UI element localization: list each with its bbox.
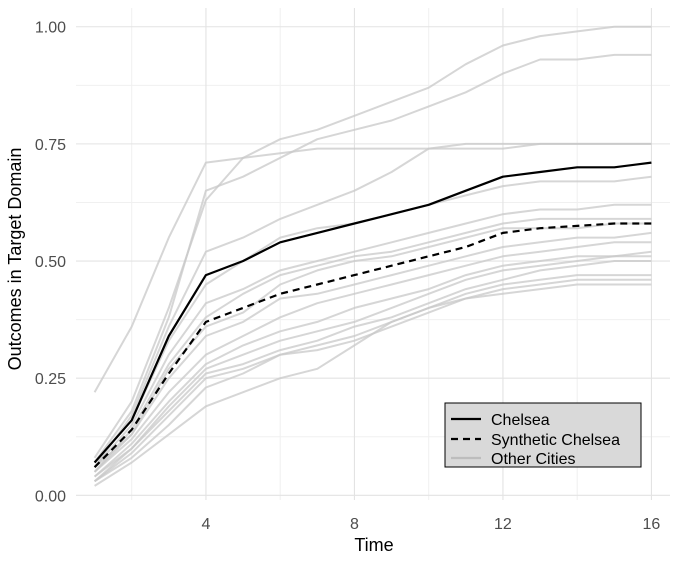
- legend: Chelsea Synthetic Chelsea Other Cities: [444, 402, 642, 468]
- chelsea-line: [93, 161, 652, 464]
- other-city-line: [93, 274, 652, 483]
- major-gridlines: [76, 8, 670, 500]
- other-city-line: [93, 217, 652, 473]
- other-city-line: [93, 241, 652, 473]
- x-tick-label: 16: [643, 516, 661, 533]
- x-tick-label: 12: [494, 516, 512, 533]
- legend-box: [444, 402, 642, 468]
- y-tick-label: 0.25: [35, 371, 66, 388]
- minor-gridlines: [76, 8, 670, 500]
- legend-label-other-cities: Other Cities: [491, 451, 575, 468]
- other-city-line: [93, 260, 652, 483]
- y-axis-ticks: 0.00 0.25 0.50 0.75 1.00: [35, 20, 66, 506]
- y-tick-label: 0.50: [35, 254, 66, 271]
- other-city-line: [93, 222, 652, 473]
- other-city-line: [93, 231, 652, 468]
- other-city-line: [93, 53, 652, 464]
- other-cities-lines: [93, 25, 652, 487]
- other-city-line: [93, 142, 652, 468]
- main-series-lines: [93, 161, 652, 468]
- y-tick-label: 1.00: [35, 20, 66, 37]
- other-city-line: [93, 255, 652, 478]
- legend-label-chelsea: Chelsea: [491, 412, 550, 429]
- x-axis-ticks: 4 8 12 16: [201, 516, 660, 533]
- y-axis-title: Outcomes in Target Domain: [5, 148, 25, 371]
- x-tick-label: 8: [350, 516, 359, 533]
- legend-label-synthetic-chelsea: Synthetic Chelsea: [491, 432, 620, 449]
- other-city-line: [94, 283, 652, 487]
- x-axis-title: Time: [354, 535, 393, 555]
- other-city-line: [93, 203, 652, 468]
- y-tick-label: 0.75: [35, 137, 66, 154]
- x-tick-label: 4: [201, 516, 210, 533]
- y-tick-label: 0.00: [35, 488, 66, 505]
- other-city-line: [93, 250, 652, 478]
